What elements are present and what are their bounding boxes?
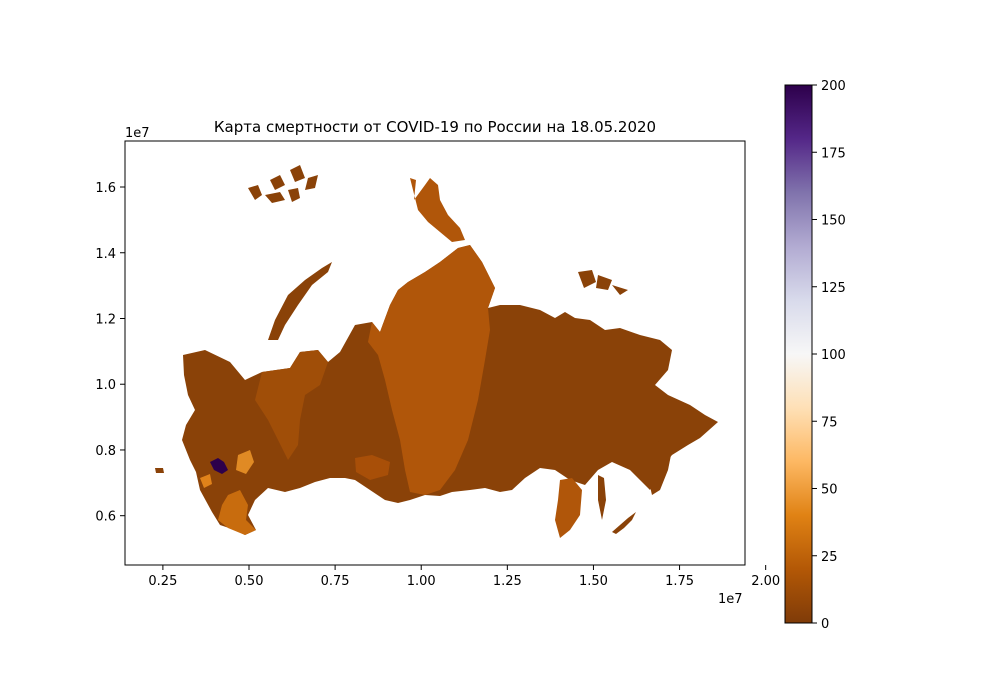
colorbar-tick-label: 150 [821,214,846,229]
region-severnaya-zemlya [410,178,465,242]
colorbar-tick-label: 100 [821,348,846,363]
region-sakhalin [598,475,606,520]
region-south [218,490,256,535]
y-tick-label: 1.2 [95,312,116,327]
colorbar-tick-label: 200 [821,79,846,94]
region-moscow [210,458,228,474]
x-tick-label: 1.50 [579,574,608,589]
y-tick-label: 1.6 [95,181,116,196]
x-tick-label: 0.75 [321,574,350,589]
region-franz-josef [248,165,318,203]
region-krasnoyarsk [368,245,495,495]
region-novaya-zemlya [268,262,332,340]
colorbar-tick-label: 125 [821,281,846,296]
region-kamchatka [646,440,672,495]
region-primorye [555,478,582,538]
y-tick-label: 1.4 [95,247,116,262]
x-tick-label: 1.00 [407,574,436,589]
region-kurils [612,512,636,534]
colorbar-gradient [784,84,813,624]
colorbar-tick-label: 50 [821,483,838,498]
colorbar-tick-label: 175 [821,146,846,161]
map-title: Карта смертности от COVID-19 по России н… [214,118,656,136]
colorbar-tick-label: 0 [821,617,829,632]
x-offset-label: 1e7 [718,592,743,607]
region-kaliningrad [155,468,164,473]
x-tick-label: 0.50 [235,574,264,589]
y-tick-label: 0.8 [95,444,116,459]
axes-frame [124,140,746,566]
colorbar-tick-label: 75 [821,415,838,430]
region-central-siberia [355,455,390,480]
region-nizhny [236,450,254,474]
y-axis: 0.6 0.8 1.0 1.2 1.4 1.6 [95,181,125,525]
y-offset-label: 1e7 [125,126,150,141]
map-area [155,165,718,538]
colorbar: 0 25 50 75 100 125 150 175 200 [784,79,846,632]
x-tick-label: 1.75 [665,574,694,589]
x-tick-label: 1.25 [493,574,522,589]
region-komi [255,350,328,460]
region-spb [200,474,212,488]
y-tick-label: 1.0 [95,378,116,393]
x-tick-label: 0.25 [148,574,177,589]
x-tick-label: 2.00 [751,574,780,589]
x-axis: 0.25 0.50 0.75 1.00 1.25 1.50 1.75 2.00 [148,565,780,589]
y-tick-label: 0.6 [95,510,116,525]
colorbar-tick-label: 25 [821,550,838,565]
colorbar-ticks: 0 25 50 75 100 125 150 175 200 [812,79,846,632]
region-new-siberian [578,270,628,295]
